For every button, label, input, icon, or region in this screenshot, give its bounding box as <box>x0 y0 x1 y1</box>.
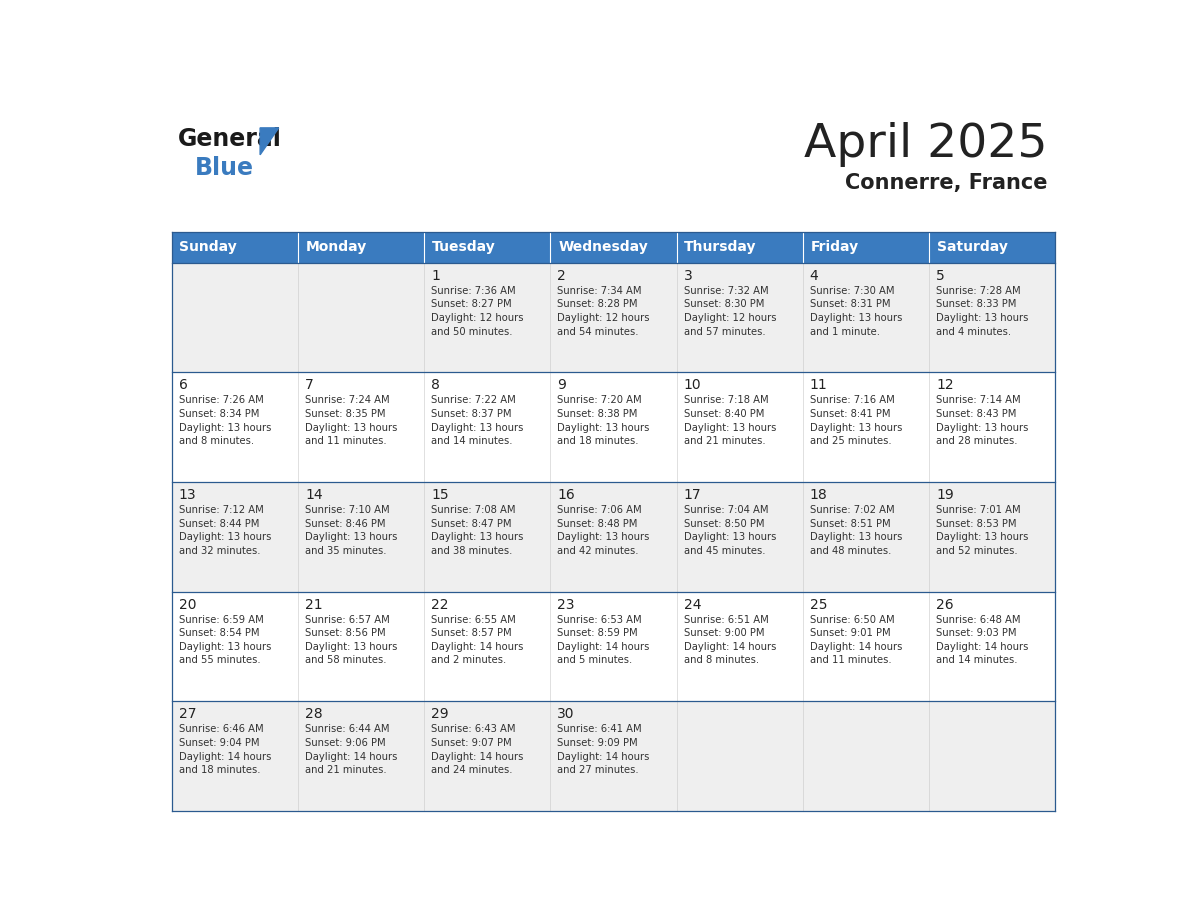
Text: 29: 29 <box>431 708 449 722</box>
Text: Sunrise: 6:51 AM
Sunset: 9:00 PM
Daylight: 14 hours
and 8 minutes.: Sunrise: 6:51 AM Sunset: 9:00 PM Dayligh… <box>683 615 776 666</box>
Text: General: General <box>178 127 282 151</box>
Text: Sunrise: 7:10 AM
Sunset: 8:46 PM
Daylight: 13 hours
and 35 minutes.: Sunrise: 7:10 AM Sunset: 8:46 PM Dayligh… <box>305 505 397 555</box>
Text: 14: 14 <box>305 488 323 502</box>
Text: 1: 1 <box>431 269 440 283</box>
Text: 15: 15 <box>431 488 449 502</box>
Bar <box>172 263 1055 373</box>
Text: 21: 21 <box>305 598 323 611</box>
Text: 22: 22 <box>431 598 449 611</box>
Text: 9: 9 <box>557 378 567 392</box>
Text: 27: 27 <box>178 708 196 722</box>
Text: Sunrise: 7:06 AM
Sunset: 8:48 PM
Daylight: 13 hours
and 42 minutes.: Sunrise: 7:06 AM Sunset: 8:48 PM Dayligh… <box>557 505 650 555</box>
Text: Sunday: Sunday <box>179 241 238 254</box>
Text: 13: 13 <box>178 488 196 502</box>
Text: 8: 8 <box>431 378 440 392</box>
Text: 5: 5 <box>936 269 944 283</box>
Text: 30: 30 <box>557 708 575 722</box>
Text: 6: 6 <box>178 378 188 392</box>
Text: Connerre, France: Connerre, France <box>845 174 1048 194</box>
Text: 12: 12 <box>936 378 954 392</box>
Text: 11: 11 <box>810 378 828 392</box>
Text: Sunrise: 7:22 AM
Sunset: 8:37 PM
Daylight: 13 hours
and 14 minutes.: Sunrise: 7:22 AM Sunset: 8:37 PM Dayligh… <box>431 396 524 446</box>
Text: 18: 18 <box>810 488 828 502</box>
Bar <box>172 482 1055 591</box>
Text: Sunrise: 7:12 AM
Sunset: 8:44 PM
Daylight: 13 hours
and 32 minutes.: Sunrise: 7:12 AM Sunset: 8:44 PM Dayligh… <box>178 505 271 555</box>
Text: Sunrise: 6:55 AM
Sunset: 8:57 PM
Daylight: 14 hours
and 2 minutes.: Sunrise: 6:55 AM Sunset: 8:57 PM Dayligh… <box>431 615 524 666</box>
Text: Sunrise: 7:24 AM
Sunset: 8:35 PM
Daylight: 13 hours
and 11 minutes.: Sunrise: 7:24 AM Sunset: 8:35 PM Dayligh… <box>305 396 397 446</box>
Text: 17: 17 <box>683 488 701 502</box>
Text: Blue: Blue <box>195 156 254 180</box>
Text: Sunrise: 7:02 AM
Sunset: 8:51 PM
Daylight: 13 hours
and 48 minutes.: Sunrise: 7:02 AM Sunset: 8:51 PM Dayligh… <box>810 505 902 555</box>
Text: Sunrise: 7:20 AM
Sunset: 8:38 PM
Daylight: 13 hours
and 18 minutes.: Sunrise: 7:20 AM Sunset: 8:38 PM Dayligh… <box>557 396 650 446</box>
Text: Sunrise: 7:08 AM
Sunset: 8:47 PM
Daylight: 13 hours
and 38 minutes.: Sunrise: 7:08 AM Sunset: 8:47 PM Dayligh… <box>431 505 524 555</box>
Text: Sunrise: 7:14 AM
Sunset: 8:43 PM
Daylight: 13 hours
and 28 minutes.: Sunrise: 7:14 AM Sunset: 8:43 PM Dayligh… <box>936 396 1029 446</box>
Text: 19: 19 <box>936 488 954 502</box>
Text: Sunrise: 6:53 AM
Sunset: 8:59 PM
Daylight: 14 hours
and 5 minutes.: Sunrise: 6:53 AM Sunset: 8:59 PM Dayligh… <box>557 615 650 666</box>
Text: Sunrise: 7:01 AM
Sunset: 8:53 PM
Daylight: 13 hours
and 52 minutes.: Sunrise: 7:01 AM Sunset: 8:53 PM Dayligh… <box>936 505 1029 555</box>
Text: Sunrise: 7:30 AM
Sunset: 8:31 PM
Daylight: 13 hours
and 1 minute.: Sunrise: 7:30 AM Sunset: 8:31 PM Dayligh… <box>810 285 902 337</box>
Text: Thursday: Thursday <box>684 241 757 254</box>
Text: Sunrise: 7:04 AM
Sunset: 8:50 PM
Daylight: 13 hours
and 45 minutes.: Sunrise: 7:04 AM Sunset: 8:50 PM Dayligh… <box>683 505 776 555</box>
Text: 20: 20 <box>178 598 196 611</box>
Text: 28: 28 <box>305 708 323 722</box>
Text: Sunrise: 6:46 AM
Sunset: 9:04 PM
Daylight: 14 hours
and 18 minutes.: Sunrise: 6:46 AM Sunset: 9:04 PM Dayligh… <box>178 724 271 775</box>
Bar <box>172 701 1055 811</box>
Text: 16: 16 <box>557 488 575 502</box>
Bar <box>550 232 677 263</box>
Text: Sunrise: 6:44 AM
Sunset: 9:06 PM
Daylight: 14 hours
and 21 minutes.: Sunrise: 6:44 AM Sunset: 9:06 PM Dayligh… <box>305 724 397 775</box>
Polygon shape <box>260 128 279 155</box>
Bar <box>929 232 1055 263</box>
Text: Wednesday: Wednesday <box>558 241 647 254</box>
Text: 24: 24 <box>683 598 701 611</box>
Text: Monday: Monday <box>305 241 367 254</box>
Text: Sunrise: 6:43 AM
Sunset: 9:07 PM
Daylight: 14 hours
and 24 minutes.: Sunrise: 6:43 AM Sunset: 9:07 PM Dayligh… <box>431 724 524 775</box>
Text: Sunrise: 7:28 AM
Sunset: 8:33 PM
Daylight: 13 hours
and 4 minutes.: Sunrise: 7:28 AM Sunset: 8:33 PM Dayligh… <box>936 285 1029 337</box>
Text: Sunrise: 7:16 AM
Sunset: 8:41 PM
Daylight: 13 hours
and 25 minutes.: Sunrise: 7:16 AM Sunset: 8:41 PM Dayligh… <box>810 396 902 446</box>
Text: Sunrise: 6:57 AM
Sunset: 8:56 PM
Daylight: 13 hours
and 58 minutes.: Sunrise: 6:57 AM Sunset: 8:56 PM Dayligh… <box>305 615 397 666</box>
Text: Sunrise: 6:48 AM
Sunset: 9:03 PM
Daylight: 14 hours
and 14 minutes.: Sunrise: 6:48 AM Sunset: 9:03 PM Dayligh… <box>936 615 1029 666</box>
Text: Sunrise: 7:26 AM
Sunset: 8:34 PM
Daylight: 13 hours
and 8 minutes.: Sunrise: 7:26 AM Sunset: 8:34 PM Dayligh… <box>178 396 271 446</box>
Text: 3: 3 <box>683 269 693 283</box>
Text: 26: 26 <box>936 598 954 611</box>
Text: Sunrise: 6:41 AM
Sunset: 9:09 PM
Daylight: 14 hours
and 27 minutes.: Sunrise: 6:41 AM Sunset: 9:09 PM Dayligh… <box>557 724 650 775</box>
Text: 23: 23 <box>557 598 575 611</box>
Text: 4: 4 <box>810 269 819 283</box>
Bar <box>172 232 298 263</box>
Text: Sunrise: 7:32 AM
Sunset: 8:30 PM
Daylight: 12 hours
and 57 minutes.: Sunrise: 7:32 AM Sunset: 8:30 PM Dayligh… <box>683 285 776 337</box>
Text: Sunrise: 6:59 AM
Sunset: 8:54 PM
Daylight: 13 hours
and 55 minutes.: Sunrise: 6:59 AM Sunset: 8:54 PM Dayligh… <box>178 615 271 666</box>
Text: Sunrise: 7:34 AM
Sunset: 8:28 PM
Daylight: 12 hours
and 54 minutes.: Sunrise: 7:34 AM Sunset: 8:28 PM Dayligh… <box>557 285 650 337</box>
Bar <box>172 373 1055 482</box>
Bar <box>424 232 550 263</box>
Text: 25: 25 <box>810 598 827 611</box>
Text: 2: 2 <box>557 269 567 283</box>
Text: Sunrise: 7:36 AM
Sunset: 8:27 PM
Daylight: 12 hours
and 50 minutes.: Sunrise: 7:36 AM Sunset: 8:27 PM Dayligh… <box>431 285 524 337</box>
Text: Sunrise: 7:18 AM
Sunset: 8:40 PM
Daylight: 13 hours
and 21 minutes.: Sunrise: 7:18 AM Sunset: 8:40 PM Dayligh… <box>683 396 776 446</box>
Text: Sunrise: 6:50 AM
Sunset: 9:01 PM
Daylight: 14 hours
and 11 minutes.: Sunrise: 6:50 AM Sunset: 9:01 PM Dayligh… <box>810 615 902 666</box>
Text: Friday: Friday <box>810 241 859 254</box>
Text: April 2025: April 2025 <box>804 122 1048 167</box>
Bar <box>677 232 803 263</box>
Text: Tuesday: Tuesday <box>432 241 495 254</box>
Text: 7: 7 <box>305 378 314 392</box>
Bar <box>803 232 929 263</box>
Text: Saturday: Saturday <box>937 241 1007 254</box>
Bar <box>298 232 424 263</box>
Text: 10: 10 <box>683 378 701 392</box>
Bar <box>172 591 1055 701</box>
